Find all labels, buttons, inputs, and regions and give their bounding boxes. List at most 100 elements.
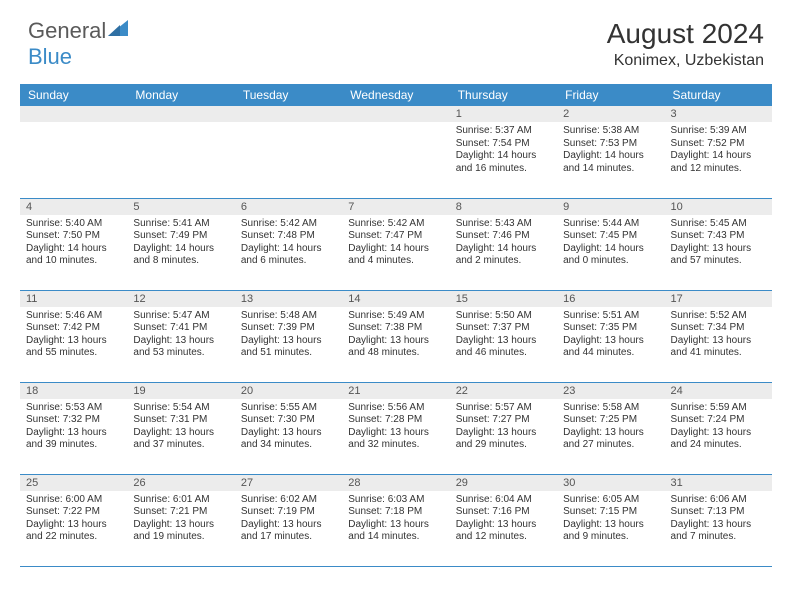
day-info-line: Daylight: 14 hours bbox=[26, 243, 121, 256]
day-info-line: Sunset: 7:21 PM bbox=[133, 506, 228, 519]
day-info-line: and 2 minutes. bbox=[456, 255, 551, 268]
calendar-day-cell: 2Sunrise: 5:38 AMSunset: 7:53 PMDaylight… bbox=[557, 106, 664, 198]
day-info-line: Sunrise: 5:45 AM bbox=[671, 218, 766, 231]
calendar-day-cell: 3Sunrise: 5:39 AMSunset: 7:52 PMDaylight… bbox=[665, 106, 772, 198]
day-info-line: Sunset: 7:50 PM bbox=[26, 230, 121, 243]
day-info-line: Sunrise: 5:52 AM bbox=[671, 310, 766, 323]
day-info-line: Sunset: 7:24 PM bbox=[671, 414, 766, 427]
day-info-line: Sunrise: 5:41 AM bbox=[133, 218, 228, 231]
calendar-day-cell: 10Sunrise: 5:45 AMSunset: 7:43 PMDayligh… bbox=[665, 198, 772, 290]
day-number: 2 bbox=[557, 106, 664, 122]
day-number bbox=[20, 106, 127, 122]
calendar-day-cell: 20Sunrise: 5:55 AMSunset: 7:30 PMDayligh… bbox=[235, 382, 342, 474]
day-info-line: Sunset: 7:30 PM bbox=[241, 414, 336, 427]
calendar-day-cell: 13Sunrise: 5:48 AMSunset: 7:39 PMDayligh… bbox=[235, 290, 342, 382]
day-number: 26 bbox=[127, 475, 234, 491]
day-info-line: and 24 minutes. bbox=[671, 439, 766, 452]
day-info-line: Sunrise: 5:40 AM bbox=[26, 218, 121, 231]
day-content: Sunrise: 5:39 AMSunset: 7:52 PMDaylight:… bbox=[665, 122, 772, 179]
calendar-day-cell: 16Sunrise: 5:51 AMSunset: 7:35 PMDayligh… bbox=[557, 290, 664, 382]
day-number: 27 bbox=[235, 475, 342, 491]
day-info-line: Sunset: 7:27 PM bbox=[456, 414, 551, 427]
calendar-day-cell: 19Sunrise: 5:54 AMSunset: 7:31 PMDayligh… bbox=[127, 382, 234, 474]
day-info-line: Sunset: 7:48 PM bbox=[241, 230, 336, 243]
day-info-line: Daylight: 13 hours bbox=[348, 335, 443, 348]
day-number: 23 bbox=[557, 383, 664, 399]
day-number: 25 bbox=[20, 475, 127, 491]
day-content: Sunrise: 5:45 AMSunset: 7:43 PMDaylight:… bbox=[665, 215, 772, 272]
day-info-line: and 4 minutes. bbox=[348, 255, 443, 268]
day-info-line: Daylight: 13 hours bbox=[671, 243, 766, 256]
calendar-day-cell: 25Sunrise: 6:00 AMSunset: 7:22 PMDayligh… bbox=[20, 474, 127, 566]
calendar-week-row: 18Sunrise: 5:53 AMSunset: 7:32 PMDayligh… bbox=[20, 382, 772, 474]
day-number: 8 bbox=[450, 199, 557, 215]
day-info-line: Daylight: 13 hours bbox=[133, 519, 228, 532]
day-info-line: Daylight: 13 hours bbox=[671, 519, 766, 532]
day-info-line: Daylight: 13 hours bbox=[563, 427, 658, 440]
day-number: 3 bbox=[665, 106, 772, 122]
day-info-line: Sunrise: 6:04 AM bbox=[456, 494, 551, 507]
day-info-line: Sunrise: 5:42 AM bbox=[348, 218, 443, 231]
day-info-line: Sunset: 7:35 PM bbox=[563, 322, 658, 335]
day-info-line: and 39 minutes. bbox=[26, 439, 121, 452]
day-content: Sunrise: 5:47 AMSunset: 7:41 PMDaylight:… bbox=[127, 307, 234, 364]
day-number: 31 bbox=[665, 475, 772, 491]
day-info-line: Daylight: 13 hours bbox=[26, 427, 121, 440]
day-info-line: Sunset: 7:53 PM bbox=[563, 138, 658, 151]
day-number: 30 bbox=[557, 475, 664, 491]
day-info-line: Sunset: 7:45 PM bbox=[563, 230, 658, 243]
day-info-line: and 12 minutes. bbox=[456, 531, 551, 544]
brand-text-2: Blue bbox=[28, 44, 72, 69]
day-content: Sunrise: 6:06 AMSunset: 7:13 PMDaylight:… bbox=[665, 491, 772, 548]
page-header: GeneralBlue August 2024 Konimex, Uzbekis… bbox=[0, 0, 792, 78]
calendar-table: SundayMondayTuesdayWednesdayThursdayFrid… bbox=[20, 84, 772, 567]
day-info-line: Sunrise: 5:50 AM bbox=[456, 310, 551, 323]
day-number: 6 bbox=[235, 199, 342, 215]
day-content: Sunrise: 5:38 AMSunset: 7:53 PMDaylight:… bbox=[557, 122, 664, 179]
day-info-line: Sunrise: 5:49 AM bbox=[348, 310, 443, 323]
day-number: 20 bbox=[235, 383, 342, 399]
day-info-line: and 53 minutes. bbox=[133, 347, 228, 360]
day-info-line: Sunrise: 6:02 AM bbox=[241, 494, 336, 507]
calendar-day-cell bbox=[342, 106, 449, 198]
day-content: Sunrise: 5:43 AMSunset: 7:46 PMDaylight:… bbox=[450, 215, 557, 272]
day-info-line: Sunset: 7:31 PM bbox=[133, 414, 228, 427]
day-info-line: Daylight: 13 hours bbox=[26, 519, 121, 532]
day-info-line: Daylight: 13 hours bbox=[456, 335, 551, 348]
day-info-line: Daylight: 13 hours bbox=[671, 335, 766, 348]
day-info-line: Daylight: 14 hours bbox=[563, 150, 658, 163]
day-info-line: Daylight: 13 hours bbox=[241, 519, 336, 532]
day-content: Sunrise: 5:49 AMSunset: 7:38 PMDaylight:… bbox=[342, 307, 449, 364]
day-number: 17 bbox=[665, 291, 772, 307]
day-content: Sunrise: 5:44 AMSunset: 7:45 PMDaylight:… bbox=[557, 215, 664, 272]
calendar-day-cell: 23Sunrise: 5:58 AMSunset: 7:25 PMDayligh… bbox=[557, 382, 664, 474]
day-info-line: Sunset: 7:18 PM bbox=[348, 506, 443, 519]
calendar-day-cell: 31Sunrise: 6:06 AMSunset: 7:13 PMDayligh… bbox=[665, 474, 772, 566]
calendar-day-cell: 7Sunrise: 5:42 AMSunset: 7:47 PMDaylight… bbox=[342, 198, 449, 290]
day-number bbox=[342, 106, 449, 122]
day-number: 18 bbox=[20, 383, 127, 399]
day-info-line: and 12 minutes. bbox=[671, 163, 766, 176]
day-info-line: Sunrise: 5:46 AM bbox=[26, 310, 121, 323]
day-content: Sunrise: 5:41 AMSunset: 7:49 PMDaylight:… bbox=[127, 215, 234, 272]
day-info-line: and 32 minutes. bbox=[348, 439, 443, 452]
day-info-line: Sunset: 7:37 PM bbox=[456, 322, 551, 335]
day-info-line: Sunrise: 6:01 AM bbox=[133, 494, 228, 507]
day-number: 4 bbox=[20, 199, 127, 215]
day-content: Sunrise: 5:55 AMSunset: 7:30 PMDaylight:… bbox=[235, 399, 342, 456]
day-info-line: and 55 minutes. bbox=[26, 347, 121, 360]
calendar-day-cell: 22Sunrise: 5:57 AMSunset: 7:27 PMDayligh… bbox=[450, 382, 557, 474]
day-header: Saturday bbox=[665, 84, 772, 106]
day-content: Sunrise: 6:05 AMSunset: 7:15 PMDaylight:… bbox=[557, 491, 664, 548]
day-header: Thursday bbox=[450, 84, 557, 106]
day-info-line: Sunrise: 5:55 AM bbox=[241, 402, 336, 415]
calendar-week-row: 1Sunrise: 5:37 AMSunset: 7:54 PMDaylight… bbox=[20, 106, 772, 198]
calendar-day-cell: 5Sunrise: 5:41 AMSunset: 7:49 PMDaylight… bbox=[127, 198, 234, 290]
day-number: 10 bbox=[665, 199, 772, 215]
day-info-line: and 6 minutes. bbox=[241, 255, 336, 268]
day-info-line: Sunrise: 5:48 AM bbox=[241, 310, 336, 323]
day-info-line: Sunrise: 6:03 AM bbox=[348, 494, 443, 507]
day-info-line: Daylight: 14 hours bbox=[456, 243, 551, 256]
day-content: Sunrise: 5:37 AMSunset: 7:54 PMDaylight:… bbox=[450, 122, 557, 179]
day-info-line: and 27 minutes. bbox=[563, 439, 658, 452]
